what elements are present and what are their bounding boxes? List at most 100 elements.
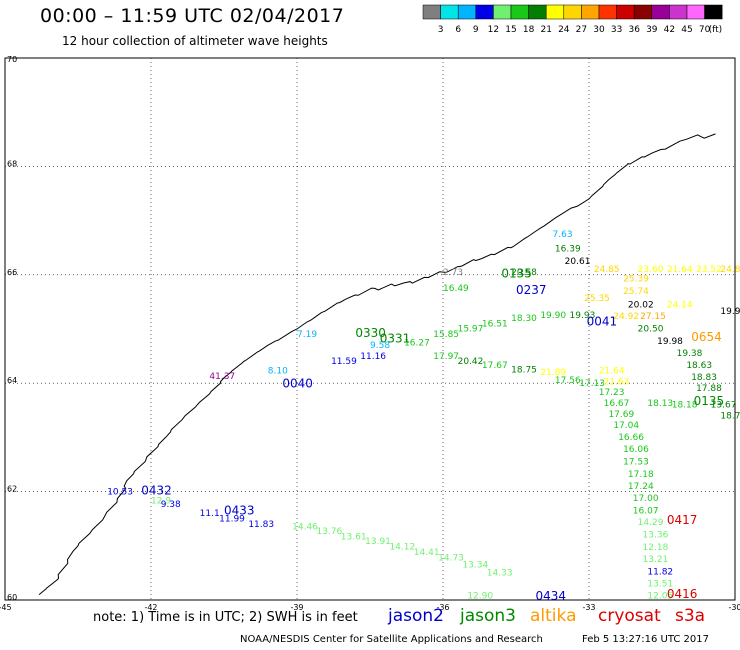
legend-altika: altika: [530, 606, 577, 626]
pass-time-label: 0331: [380, 332, 411, 346]
swh-value: 20.61: [565, 257, 591, 267]
lat-label: 66: [7, 268, 17, 277]
swh-value: 17.67: [482, 361, 508, 371]
swh-value: 10.53: [107, 487, 133, 497]
swh-value: 13.36: [643, 531, 669, 541]
swh-value: 17.53: [623, 458, 649, 468]
scale-label: 33: [611, 25, 622, 35]
lon-label: -39: [290, 603, 303, 612]
scale-label: 18: [523, 25, 535, 35]
greenland-coastline: [38, 133, 716, 595]
lat-label: 64: [7, 376, 17, 385]
swh-value: 7.63: [553, 230, 573, 240]
color-scale-legend: 3 6 9 12 15 18 21 24 27 30 33 36 39 42 45 70(ft): [422, 4, 723, 35]
swh-value: 23.52: [696, 265, 722, 275]
swh-value: 9.38: [161, 500, 181, 510]
swh-value: 14.33: [487, 569, 513, 579]
swh-value: 19.99: [720, 307, 740, 317]
swh-value: 19.90: [540, 311, 566, 321]
swh-value: 20.58: [511, 268, 537, 278]
pass-time-label: 0040: [282, 377, 313, 391]
swh-value: 25.39: [623, 274, 649, 284]
swh-value: 16.39: [555, 244, 581, 254]
swh-value: 16.07: [633, 506, 659, 516]
swh-value: 9.58: [370, 341, 390, 351]
swh-value: 18.63: [686, 361, 712, 371]
scale-label: 30: [593, 25, 605, 35]
lon-label: -33: [582, 603, 595, 612]
swh-value: 25.35: [584, 294, 610, 304]
swh-value: 23.60: [638, 265, 664, 275]
swh-value: 13.61: [341, 532, 367, 542]
swh-value: 12.9: [151, 497, 171, 507]
swh-value: 21.89: [540, 368, 566, 378]
units-note: note: 1) Time is in UTC; 2) SWH is in fe…: [93, 610, 358, 625]
pass-time-label: 0135: [694, 394, 725, 408]
map-frame: [4, 57, 736, 601]
swh-value: 14.12: [389, 543, 415, 553]
lat-label: 60: [7, 593, 17, 602]
scale-label: 15: [505, 25, 516, 35]
swh-value: 17.69: [608, 410, 634, 420]
swh-value: 16.51: [482, 319, 508, 329]
swh-value: 17.97: [433, 352, 459, 362]
swh-value: 17.00: [633, 494, 659, 504]
swh-value: 20.42: [458, 357, 484, 367]
swh-value: 18.13: [647, 399, 673, 409]
scale-label: 45: [681, 25, 692, 35]
swh-value: 7.19: [297, 330, 317, 340]
scale-label: 6: [455, 25, 461, 35]
swh-value: 14.73: [438, 553, 464, 563]
swh-value: 20.02: [628, 300, 654, 310]
legend-jason3: jason3: [460, 606, 516, 626]
swh-value: 16.67: [604, 399, 630, 409]
pass-time-label: 0417: [667, 513, 698, 527]
swh-value: 8.10: [268, 366, 288, 376]
lon-label: -36: [436, 603, 449, 612]
scale-label: 27: [576, 25, 587, 35]
pass-time-label: 0433: [224, 503, 255, 517]
scale-swatch: [704, 4, 723, 20]
scale-label: 36: [628, 25, 640, 35]
swh-value: 11.1: [200, 509, 220, 519]
swh-value: 19.38: [677, 349, 703, 359]
swh-value: 17.23: [599, 388, 625, 398]
legend-s3a: s3a: [675, 606, 706, 626]
scale-unit: (ft): [709, 25, 723, 35]
chart-title: 00:00 – 11:59 UTC 02/04/2017: [40, 5, 345, 27]
scale-label: 12: [488, 25, 499, 35]
swh-value: 18.75: [511, 365, 537, 375]
swh-value: 27.15: [640, 312, 666, 322]
footer-timestamp: Feb 5 13:27:16 UTC 2017: [582, 634, 709, 645]
swh-value: 24.92: [613, 312, 639, 322]
pass-time-label: 0654: [691, 330, 722, 344]
swh-value: 11.82: [647, 568, 673, 578]
lon-label: -30: [728, 603, 740, 612]
scale-label: 24: [558, 25, 570, 35]
swh-value: 25.74: [623, 287, 649, 297]
swh-value: 18.83: [691, 373, 717, 383]
swh-value: 15.97: [458, 325, 484, 335]
swh-value: 24.14: [667, 300, 693, 310]
scale-label: 70: [699, 25, 711, 35]
swh-value: 21.64: [667, 265, 693, 275]
swh-value: 16.27: [404, 338, 430, 348]
swh-value: 24.85: [594, 265, 620, 275]
swh-value: 17.04: [613, 421, 639, 431]
swh-value: 17.18: [628, 470, 654, 480]
swh-value: 17.13: [579, 379, 605, 389]
pass-time-label: 0434: [535, 589, 566, 603]
swh-value: 2.73: [443, 268, 463, 278]
swh-value: 19.93: [570, 311, 596, 321]
swh-value: 13.34: [462, 560, 488, 570]
swh-value: 11.83: [248, 520, 274, 530]
swh-value: 14.41: [414, 548, 440, 558]
swh-value: 41.37: [209, 372, 235, 382]
swh-value: 17.56: [555, 376, 581, 386]
swh-value: 19.98: [657, 337, 683, 347]
legend-cryosat: cryosat: [598, 606, 661, 626]
swh-value: 11.59: [331, 357, 357, 367]
swh-value: 14.46: [292, 523, 318, 533]
swh-value: 13.76: [316, 527, 342, 537]
